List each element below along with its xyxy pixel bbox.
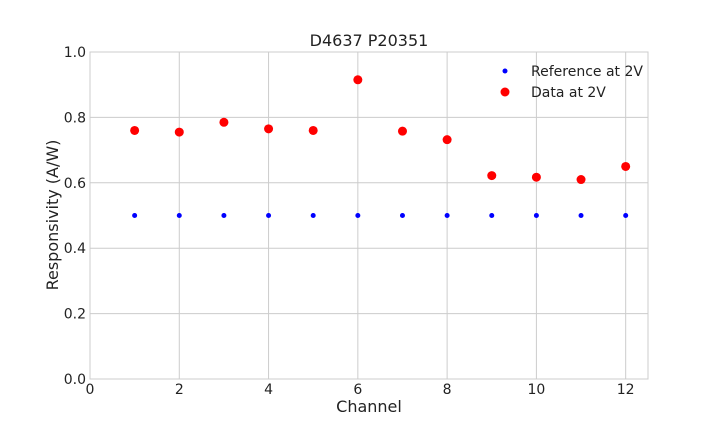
data-point xyxy=(397,126,407,136)
data-point xyxy=(264,124,274,134)
reference-point xyxy=(399,213,405,218)
reference-point xyxy=(578,213,584,218)
x-tick-label: 10 xyxy=(527,382,545,398)
chart-title: D4637 P20351 xyxy=(310,31,429,50)
legend-marker-reference xyxy=(502,68,508,74)
y-tick-label: 0.0 xyxy=(64,372,86,388)
x-tick-label: 2 xyxy=(175,382,184,398)
x-tick-labels: 0 2 4 6 8 10 12 xyxy=(86,382,635,398)
y-tick-label: 0.6 xyxy=(64,176,86,192)
plot-frame xyxy=(89,51,649,380)
y-tick-labels: 0.0 0.2 0.4 0.6 0.8 1.0 xyxy=(64,45,86,388)
reference-point xyxy=(489,213,495,218)
reference-point xyxy=(444,213,450,218)
data-points xyxy=(130,75,631,218)
y-tick-label: 1.0 xyxy=(64,45,86,61)
reference-point xyxy=(132,213,138,218)
data-point xyxy=(174,127,184,137)
data-point xyxy=(353,75,363,85)
x-tick-label: 0 xyxy=(86,382,95,398)
legend-marker-data xyxy=(500,87,510,97)
x-axis-label: Channel xyxy=(336,397,402,416)
data-point xyxy=(442,135,452,145)
data-point xyxy=(531,172,541,182)
y-tick-label: 0.4 xyxy=(64,241,86,257)
data-point xyxy=(130,125,140,135)
legend: Reference at 2V Data at 2V xyxy=(500,64,643,101)
x-tick-label: 6 xyxy=(353,382,362,398)
x-tick-label: 4 xyxy=(264,382,273,398)
data-point xyxy=(576,175,586,185)
reference-point xyxy=(623,213,629,218)
x-tick-label: 12 xyxy=(617,382,635,398)
legend-label-reference: Reference at 2V xyxy=(531,64,643,80)
data-point xyxy=(219,117,229,127)
data-point xyxy=(487,171,497,181)
reference-point xyxy=(266,213,272,218)
reference-point xyxy=(533,213,539,218)
reference-point xyxy=(355,213,361,218)
reference-point xyxy=(310,213,316,218)
y-tick-label: 0.8 xyxy=(64,110,86,126)
legend-label-data: Data at 2V xyxy=(531,85,606,101)
data-point xyxy=(308,125,318,135)
y-tick-label: 0.2 xyxy=(64,307,86,323)
data-point xyxy=(621,161,631,171)
reference-point xyxy=(221,213,227,218)
x-tick-label: 8 xyxy=(443,382,452,398)
y-axis-label: Responsivity (A/W) xyxy=(43,140,62,291)
reference-point xyxy=(176,213,182,218)
